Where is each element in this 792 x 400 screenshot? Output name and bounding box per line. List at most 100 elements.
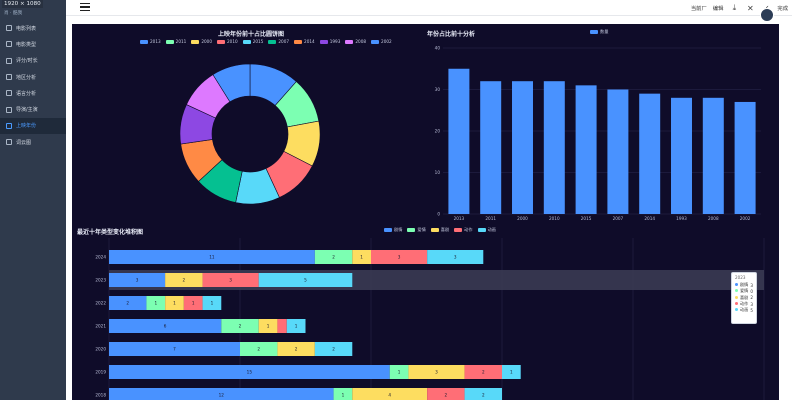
bar-1993[interactable] <box>671 97 692 214</box>
sidebar-item-label: 电影列表 <box>16 25 37 32</box>
menu-toggle-icon[interactable] <box>80 3 90 12</box>
legend-entry[interactable]: 2000 <box>191 39 212 44</box>
bar-2013[interactable] <box>448 68 470 214</box>
stack-segment-2023-剧情[interactable] <box>109 273 166 287</box>
legend-entry[interactable]: 2011 <box>165 39 186 44</box>
stack-segment-2022-动作[interactable] <box>183 296 203 310</box>
legend-entry[interactable]: 2013 <box>140 39 161 44</box>
stack-segment-2021-剧情[interactable] <box>109 319 222 333</box>
sidebar-item-1[interactable]: 电影类型 <box>0 36 66 52</box>
bar-2010[interactable] <box>543 81 565 214</box>
stack-segment-2022-动画[interactable] <box>202 296 222 310</box>
tooltip-value: 3 <box>750 301 753 307</box>
stack-segment-2021-动作[interactable] <box>277 319 287 333</box>
stack-segment-2024-动画[interactable] <box>427 250 484 264</box>
legend-entry[interactable]: 动作 <box>454 227 473 233</box>
bar-x-tick-label: 1993 <box>676 216 687 221</box>
bar-2014[interactable] <box>639 93 661 214</box>
stack-segment-2023-动作[interactable] <box>202 273 259 287</box>
done-button[interactable]: 完成 <box>777 6 788 12</box>
stack-value-label: 1 <box>173 301 176 306</box>
stack-segment-2019-剧情[interactable] <box>109 365 390 379</box>
legend-entry[interactable]: 喜剧 <box>430 227 449 233</box>
stack-segment-2019-动作[interactable] <box>464 365 502 379</box>
legend-swatch <box>319 39 328 44</box>
stack-segment-2022-喜剧[interactable] <box>165 296 184 310</box>
stack-segment-2019-喜剧[interactable] <box>408 365 465 379</box>
stack-segment-2023-喜剧[interactable] <box>165 273 203 287</box>
legend-entry[interactable]: 2002 <box>371 39 392 44</box>
close-icon[interactable]: ✕ <box>747 3 754 13</box>
legend-swatch <box>191 39 200 44</box>
sidebar-item-icon <box>6 139 12 146</box>
legend-label: 2002 <box>381 39 392 44</box>
stack-value-label: 1 <box>154 301 157 306</box>
sidebar-item-3[interactable]: 地区分析 <box>0 69 66 85</box>
stack-segment-2019-爱情[interactable] <box>389 365 409 379</box>
stack-segment-2018-动画[interactable] <box>464 388 502 400</box>
stack-y-tick-label: 2023 <box>95 278 106 283</box>
stack-segment-2020-爱情[interactable] <box>240 342 278 356</box>
legend-entry[interactable]: 2008 <box>345 39 366 44</box>
bar-y-tick-label: 30 <box>435 87 441 92</box>
stack-segment-2024-喜剧[interactable] <box>352 250 371 264</box>
bar-2000[interactable] <box>512 81 533 214</box>
bar-2008[interactable] <box>702 97 724 214</box>
sidebar-item-5[interactable]: 导演/主演 <box>0 101 66 117</box>
sidebar-item-0[interactable]: 电影列表 <box>0 20 66 36</box>
sidebar-item-4[interactable]: 语言分析 <box>0 85 66 101</box>
tooltip-row: 剧情 3 <box>735 282 753 288</box>
stack-y-tick-label: 2022 <box>95 301 106 306</box>
stack-segment-2024-剧情[interactable] <box>109 250 315 264</box>
legend-entry[interactable]: 2014 <box>294 39 315 44</box>
legend-entry[interactable]: 爱情 <box>407 227 426 233</box>
stack-value-label: 1 <box>510 370 513 375</box>
stack-segment-2020-动画[interactable] <box>314 342 353 356</box>
sidebar-item-7[interactable]: 词云图 <box>0 134 66 150</box>
legend-entry[interactable]: 2007 <box>268 39 289 44</box>
tooltip-value: 5 <box>750 307 753 313</box>
legend-entry[interactable]: 剧情 <box>384 227 402 233</box>
avatar[interactable] <box>760 8 774 22</box>
stack-segment-2018-喜剧[interactable] <box>352 388 428 400</box>
stack-segment-2018-爱情[interactable] <box>333 388 353 400</box>
bar-x-tick-label: 2000 <box>517 216 528 221</box>
donut-slice-2002[interactable] <box>212 63 251 103</box>
sidebar-item-2[interactable]: 评分/时长 <box>0 53 66 69</box>
sidebar-item-icon <box>6 57 12 64</box>
stack-segment-2022-爱情[interactable] <box>146 296 166 310</box>
current-user-label[interactable]: 当前厂 <box>690 6 707 12</box>
stack-segment-2024-爱情[interactable] <box>314 250 353 264</box>
legend-label: 动作 <box>464 227 473 232</box>
legend-swatch <box>140 39 148 44</box>
stack-y-tick-label: 2024 <box>95 255 106 260</box>
tooltip-series: 动作 <box>735 301 748 307</box>
legend-entry[interactable]: 数量 <box>590 29 608 35</box>
stack-segment-2023-动画[interactable] <box>258 273 353 287</box>
legend-entry[interactable]: 动画 <box>477 227 496 233</box>
stack-segment-2024-动作[interactable] <box>371 250 428 264</box>
stack-segment-2022-剧情[interactable] <box>109 296 147 310</box>
legend-entry[interactable]: 2010 <box>217 39 238 44</box>
stack-value-label: 1 <box>342 393 345 398</box>
stack-segment-2021-喜剧[interactable] <box>258 319 278 333</box>
bar-2011[interactable] <box>480 81 502 214</box>
legend-entry[interactable]: 2015 <box>242 39 263 44</box>
stack-segment-2018-剧情[interactable] <box>109 388 334 400</box>
stack-segment-2021-爱情[interactable] <box>221 319 259 333</box>
stack-segment-2021-动画[interactable] <box>286 319 306 333</box>
tooltip-series-name: 动作 <box>740 301 749 307</box>
stack-segment-2018-动作[interactable] <box>427 388 465 400</box>
bar-2002[interactable] <box>734 101 756 214</box>
sidebar-item-icon <box>6 90 12 97</box>
bar-2015[interactable] <box>575 85 597 214</box>
legend-entry[interactable]: 1993 <box>319 39 340 44</box>
edit-button[interactable]: 编辑 <box>712 6 724 12</box>
sidebar-item-6[interactable]: 上映年份 <box>0 117 66 135</box>
bar-2007[interactable] <box>607 89 629 215</box>
stack-segment-2019-动画[interactable] <box>502 365 521 379</box>
download-icon[interactable]: ⤓ <box>732 3 737 12</box>
stack-segment-2020-剧情[interactable] <box>109 342 240 356</box>
stack-segment-2020-喜剧[interactable] <box>277 342 315 356</box>
tooltip-series: 剧情 <box>735 282 748 288</box>
